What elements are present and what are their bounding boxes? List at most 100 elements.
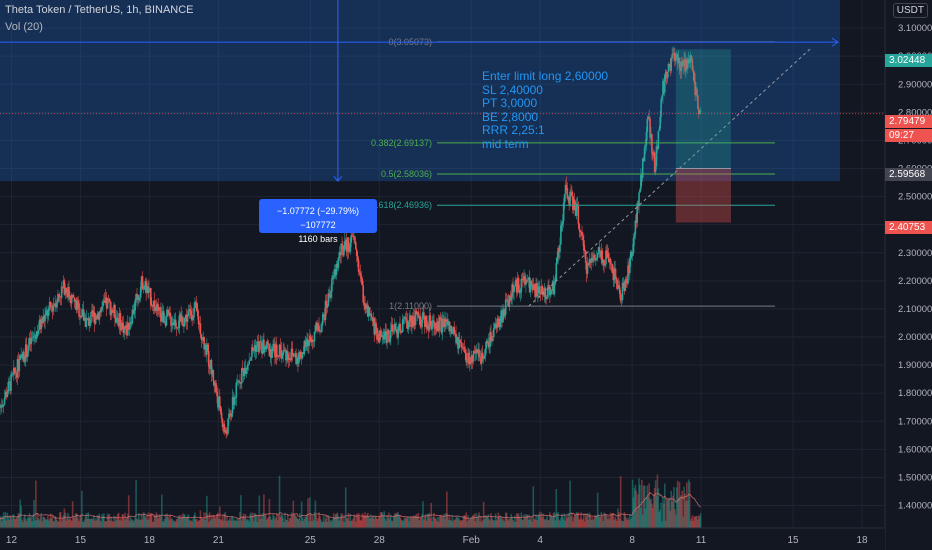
volume-bar	[315, 514, 318, 528]
volume-bar	[77, 518, 79, 528]
candle	[407, 327, 410, 329]
volume-bar	[686, 500, 689, 528]
volume-bar	[57, 521, 59, 528]
candle	[547, 285, 549, 297]
volume-bar	[541, 517, 544, 528]
volume-bar	[347, 512, 350, 528]
x-tick-label: 25	[305, 535, 317, 546]
volume-bar	[545, 518, 547, 528]
volume-bar	[47, 520, 50, 528]
volume-bar	[320, 519, 322, 528]
candle	[625, 279, 627, 281]
volume-bar	[499, 515, 501, 528]
candle	[73, 297, 76, 302]
volume-bars	[0, 474, 702, 528]
currency-selector[interactable]: USDT	[892, 3, 928, 18]
candle	[351, 235, 353, 236]
volume-bar	[122, 514, 125, 528]
candle	[556, 257, 559, 263]
volume-bar	[198, 520, 201, 528]
volume-bar	[663, 503, 665, 528]
candle	[353, 236, 355, 238]
candle	[37, 329, 40, 335]
candle	[304, 340, 307, 348]
volume-bar	[381, 512, 384, 528]
candle	[342, 245, 344, 256]
volume-bar	[40, 512, 43, 528]
volume-bar	[662, 497, 664, 528]
volume-bar	[410, 516, 412, 528]
volume-bar	[582, 518, 584, 528]
candle	[534, 284, 536, 297]
candle	[420, 325, 422, 328]
volume-bar	[81, 521, 84, 528]
candle	[32, 337, 34, 338]
volume-bar	[626, 520, 628, 528]
volume-bar	[149, 514, 152, 528]
volume-bar	[353, 514, 355, 528]
volume-bar	[469, 518, 471, 528]
candle	[424, 316, 426, 327]
volume-bar	[521, 519, 524, 528]
candle	[516, 277, 519, 293]
volume-bar	[641, 514, 644, 528]
candle	[653, 152, 656, 172]
trade-note[interactable]: Enter limit long 2,60000 SL 2,40000 PT 3…	[482, 69, 608, 151]
volume-bar	[19, 499, 22, 528]
volume-bar	[145, 515, 147, 528]
fib-level-label: 0.5(2.58036)	[381, 169, 432, 179]
candle	[639, 189, 641, 193]
volume-bar	[633, 488, 636, 528]
volume-bar	[498, 516, 501, 528]
candle	[480, 356, 482, 364]
candle	[316, 322, 319, 331]
volume-bar	[657, 488, 660, 528]
candle	[263, 339, 265, 353]
volume-bar	[289, 517, 292, 528]
candle	[321, 314, 324, 325]
candle	[186, 316, 189, 322]
candle	[587, 263, 590, 266]
candle	[360, 275, 363, 279]
volume-bar	[483, 519, 486, 528]
candle	[180, 314, 182, 322]
volume-bar	[100, 521, 102, 528]
candle	[8, 381, 10, 383]
candle	[429, 315, 432, 325]
price-scale	[885, 0, 932, 550]
volume-bar	[391, 521, 394, 528]
volume-bar	[583, 521, 586, 528]
candle	[188, 309, 191, 312]
candle	[432, 320, 434, 322]
volume-bar	[127, 513, 129, 528]
candle	[372, 318, 375, 322]
volume-bar	[55, 517, 57, 528]
volume-bar	[241, 520, 243, 528]
candle	[390, 324, 393, 331]
volume-bar	[548, 520, 550, 528]
candle	[264, 346, 266, 353]
volume-bar	[3, 517, 6, 528]
volume-indicator-label[interactable]: Vol (20)	[5, 21, 43, 33]
candle	[292, 353, 295, 356]
volume-bar	[135, 479, 137, 528]
candle	[494, 323, 497, 325]
volume-bar	[388, 512, 390, 528]
volume-bar	[138, 512, 140, 528]
y-tick-label: 2.90000	[898, 79, 932, 90]
volume-bar	[241, 515, 244, 528]
volume-bar	[169, 514, 171, 528]
volume-bar	[538, 511, 541, 528]
measure-tooltip[interactable]: −1.07772 (−29.79%) −107772 1160 bars	[259, 199, 377, 244]
x-tick-label: 28	[374, 535, 386, 546]
candle	[660, 99, 662, 117]
candle	[81, 309, 84, 316]
candle	[471, 355, 474, 362]
candle	[47, 310, 49, 316]
volume-bar	[687, 479, 690, 528]
candle	[336, 263, 339, 268]
volume-bar	[224, 512, 227, 528]
volume-bar	[220, 519, 223, 528]
volume-bar	[238, 518, 240, 528]
